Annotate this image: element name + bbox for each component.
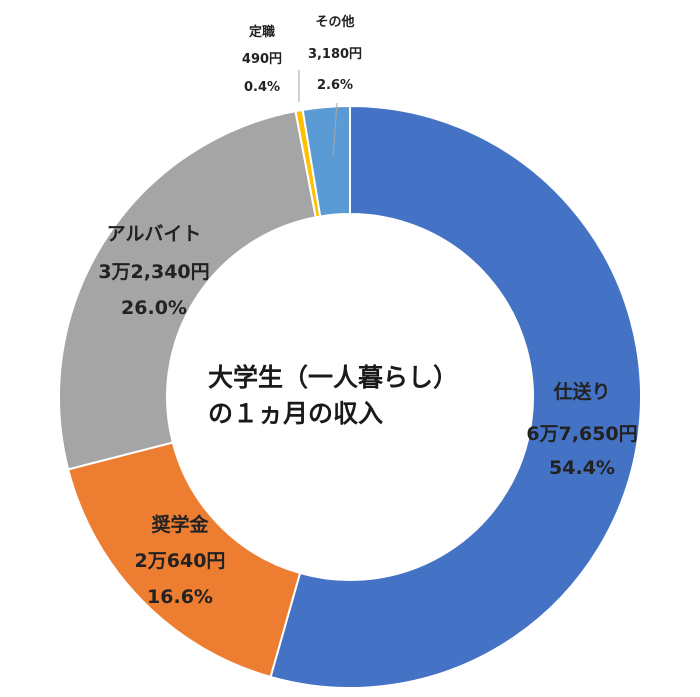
leader-line-sonota — [332, 102, 338, 158]
slice-label-shogakukin-percent: 16.6% — [147, 586, 213, 608]
slice-label-arubaito-percent: 26.0% — [121, 297, 187, 319]
donut-slice-arubaito — [58, 109, 317, 471]
slice-label-shiokuri-percent: 54.4% — [549, 457, 615, 479]
slice-label-teishoku-percent: 0.4% — [244, 80, 280, 95]
slice-label-teishoku-amount: 490円 — [242, 52, 282, 67]
donut-slice-shogakukin — [66, 441, 302, 679]
slice-label-sonota-percent: 2.6% — [317, 78, 353, 93]
center-title-line-2: の１ヵ月の収入 — [208, 399, 383, 428]
donut-slice-sonota — [301, 104, 351, 218]
slice-label-shogakukin-amount: 2万640円 — [135, 550, 226, 572]
slice-label-shiokuri-amount: 6万7,650円 — [526, 423, 637, 445]
slices-layer — [58, 104, 642, 689]
slice-labels-layer: 仕送り 6万7,650円 54.4% 奨学金 2万640円 16.6% アルバイト 3万2,3… — [98, 14, 637, 608]
leader-lines-layer — [298, 70, 338, 158]
center-title: 大学生（一人暮らし） の１ヵ月の収入 — [208, 363, 458, 428]
slice-label-sonota-name: その他 — [315, 14, 354, 30]
slice-label-arubaito-name: アルバイト — [107, 223, 202, 245]
slice-label-shiokuri-name: 仕送り — [552, 380, 610, 403]
slice-label-arubaito-amount: 3万2,340円 — [98, 261, 209, 283]
slice-label-sonota-amount: 3,180円 — [308, 47, 362, 62]
slice-label-teishoku-name: 定職 — [248, 24, 275, 40]
donut-slice-shiokuri — [269, 104, 642, 689]
slice-label-shogakukin-name: 奨学金 — [150, 513, 209, 536]
center-title-line-1: 大学生（一人暮らし） — [208, 363, 458, 392]
